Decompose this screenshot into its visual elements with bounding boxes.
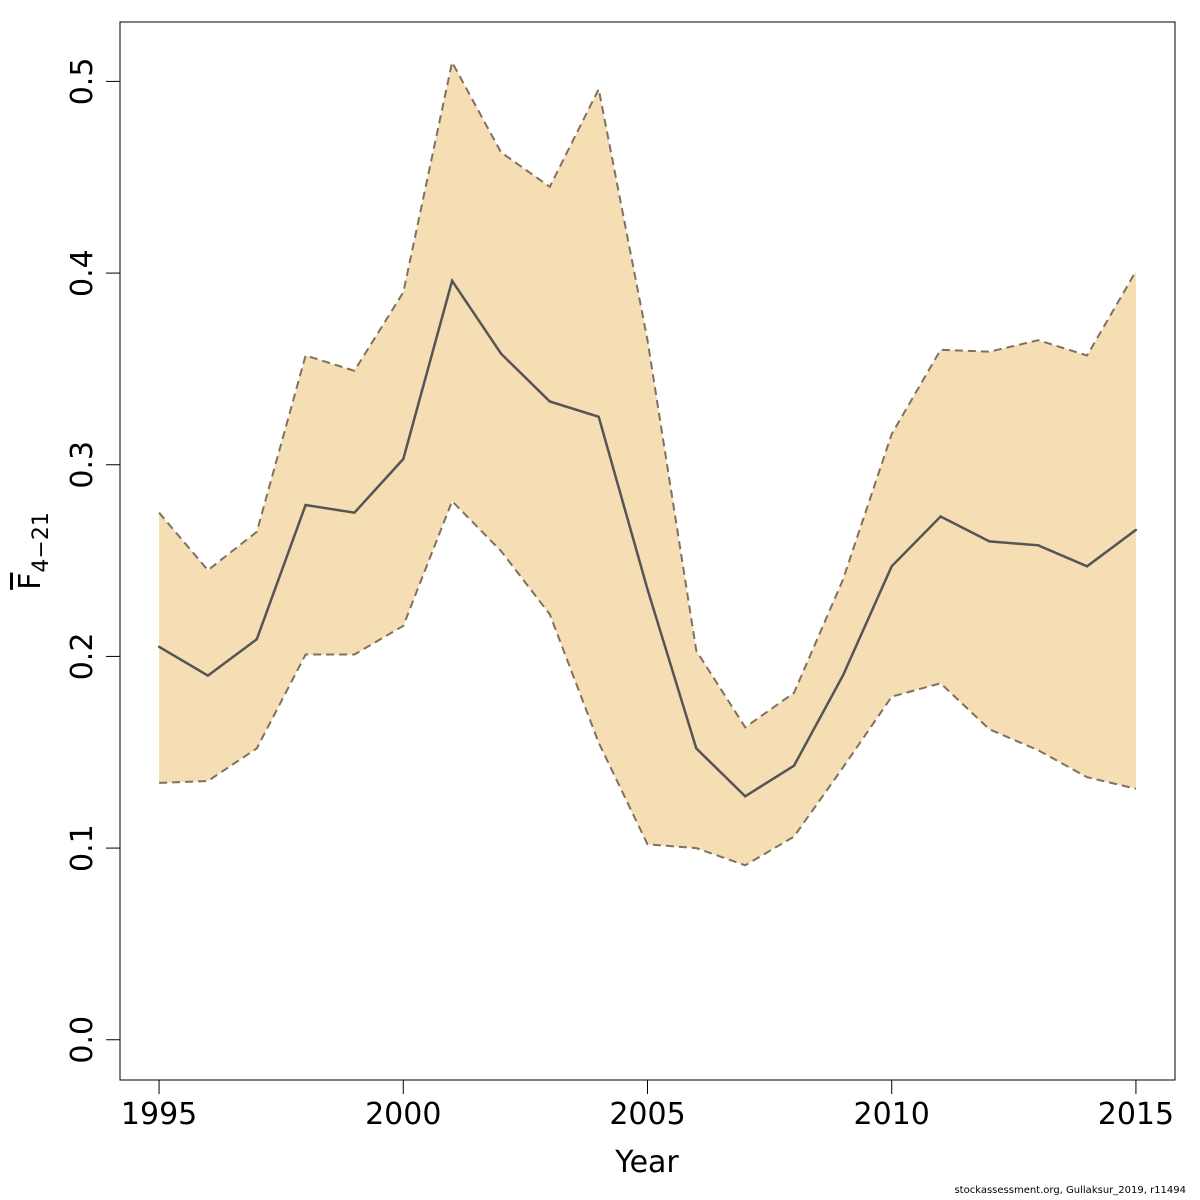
y-axis-title-main: F	[13, 573, 48, 590]
data-point-2006	[695, 747, 698, 750]
y-tick-label-0.4: 0.4	[65, 249, 100, 297]
y-tick-label-0.1: 0.1	[65, 824, 100, 872]
data-point-2000	[402, 457, 405, 461]
data-point-1997	[255, 637, 258, 641]
svg-text:F4−21: F4−21	[13, 512, 54, 590]
y-axis: 0.0 0.1 0.2 0.3 0.4 0.5	[65, 58, 121, 1064]
y-axis-title: F4−21	[13, 512, 54, 590]
x-axis: 1995 2000 2005 2010 2015	[121, 1079, 1174, 1132]
x-tick-label-1995: 1995	[121, 1097, 197, 1132]
data-point-2003	[548, 400, 552, 403]
y-tick-label-0.0: 0.0	[65, 1016, 100, 1064]
data-point-2013	[1037, 544, 1040, 547]
y-tick-label-0.5: 0.5	[65, 58, 100, 106]
data-point-1998	[304, 503, 307, 507]
credit-text: stockassessment.org, Gullaksur_2019, r11…	[954, 1185, 1186, 1196]
data-point-1996	[206, 674, 210, 677]
y-tick-label-0.3: 0.3	[65, 441, 100, 489]
data-point-2002	[499, 352, 503, 355]
x-tick-label-2000: 2000	[365, 1097, 441, 1132]
data-point-2007	[743, 795, 747, 798]
data-point-2014	[1085, 565, 1089, 568]
data-point-2011	[939, 515, 942, 518]
data-point-2015	[1134, 528, 1138, 532]
data-point-2004	[597, 415, 600, 419]
data-point-2012	[988, 540, 991, 543]
data-point-2005	[646, 588, 649, 591]
x-tick-label-2010: 2010	[854, 1097, 930, 1132]
x-tick-label-2005: 2005	[609, 1097, 685, 1132]
data-point-2001	[450, 279, 454, 282]
x-tick-label-2015: 2015	[1098, 1097, 1174, 1132]
x-axis-title: Year	[614, 1145, 679, 1180]
estimate-points	[157, 279, 1138, 798]
data-point-2008	[792, 764, 796, 767]
y-tick-label-0.2: 0.2	[65, 633, 100, 681]
lower-bound-line	[159, 499, 1137, 867]
data-point-1995	[157, 645, 161, 649]
data-point-1999	[353, 511, 356, 514]
upper-bound-line	[158, 59, 1137, 729]
data-point-2009	[841, 674, 845, 677]
confidence-band	[159, 62, 1136, 866]
y-axis-title-subscript: 4−21	[29, 512, 54, 572]
data-point-2010	[890, 565, 893, 568]
